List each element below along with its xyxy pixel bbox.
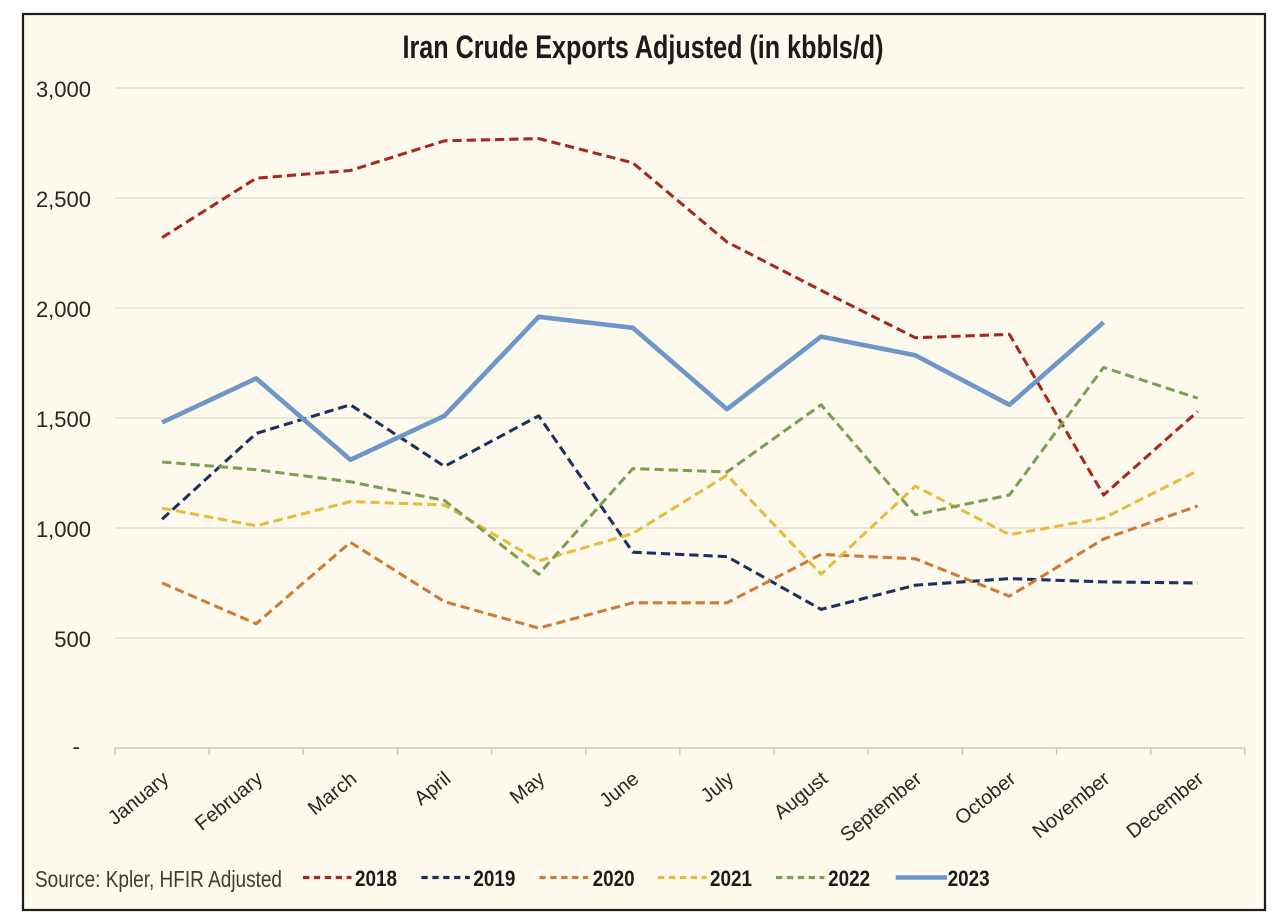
svg-text:1,000: 1,000 (36, 517, 91, 542)
svg-text:2023: 2023 (948, 866, 990, 891)
svg-text:Source: Kpler, HFIR Adjusted: Source: Kpler, HFIR Adjusted (35, 866, 282, 892)
svg-text:2,000: 2,000 (36, 297, 91, 322)
svg-text:2020: 2020 (593, 866, 635, 891)
svg-text:2,500: 2,500 (36, 187, 91, 212)
svg-text:2019: 2019 (473, 866, 515, 891)
svg-text:2022: 2022 (828, 866, 870, 891)
svg-text:3,000: 3,000 (36, 77, 91, 102)
svg-text:500: 500 (54, 627, 91, 652)
svg-text:Iran Crude Exports Adjusted (i: Iran Crude Exports Adjusted (in kbbls/d) (403, 29, 884, 65)
svg-text:1,500: 1,500 (36, 407, 91, 432)
svg-text:-: - (73, 734, 80, 759)
svg-text:2018: 2018 (355, 866, 397, 891)
svg-text:2021: 2021 (710, 866, 752, 891)
